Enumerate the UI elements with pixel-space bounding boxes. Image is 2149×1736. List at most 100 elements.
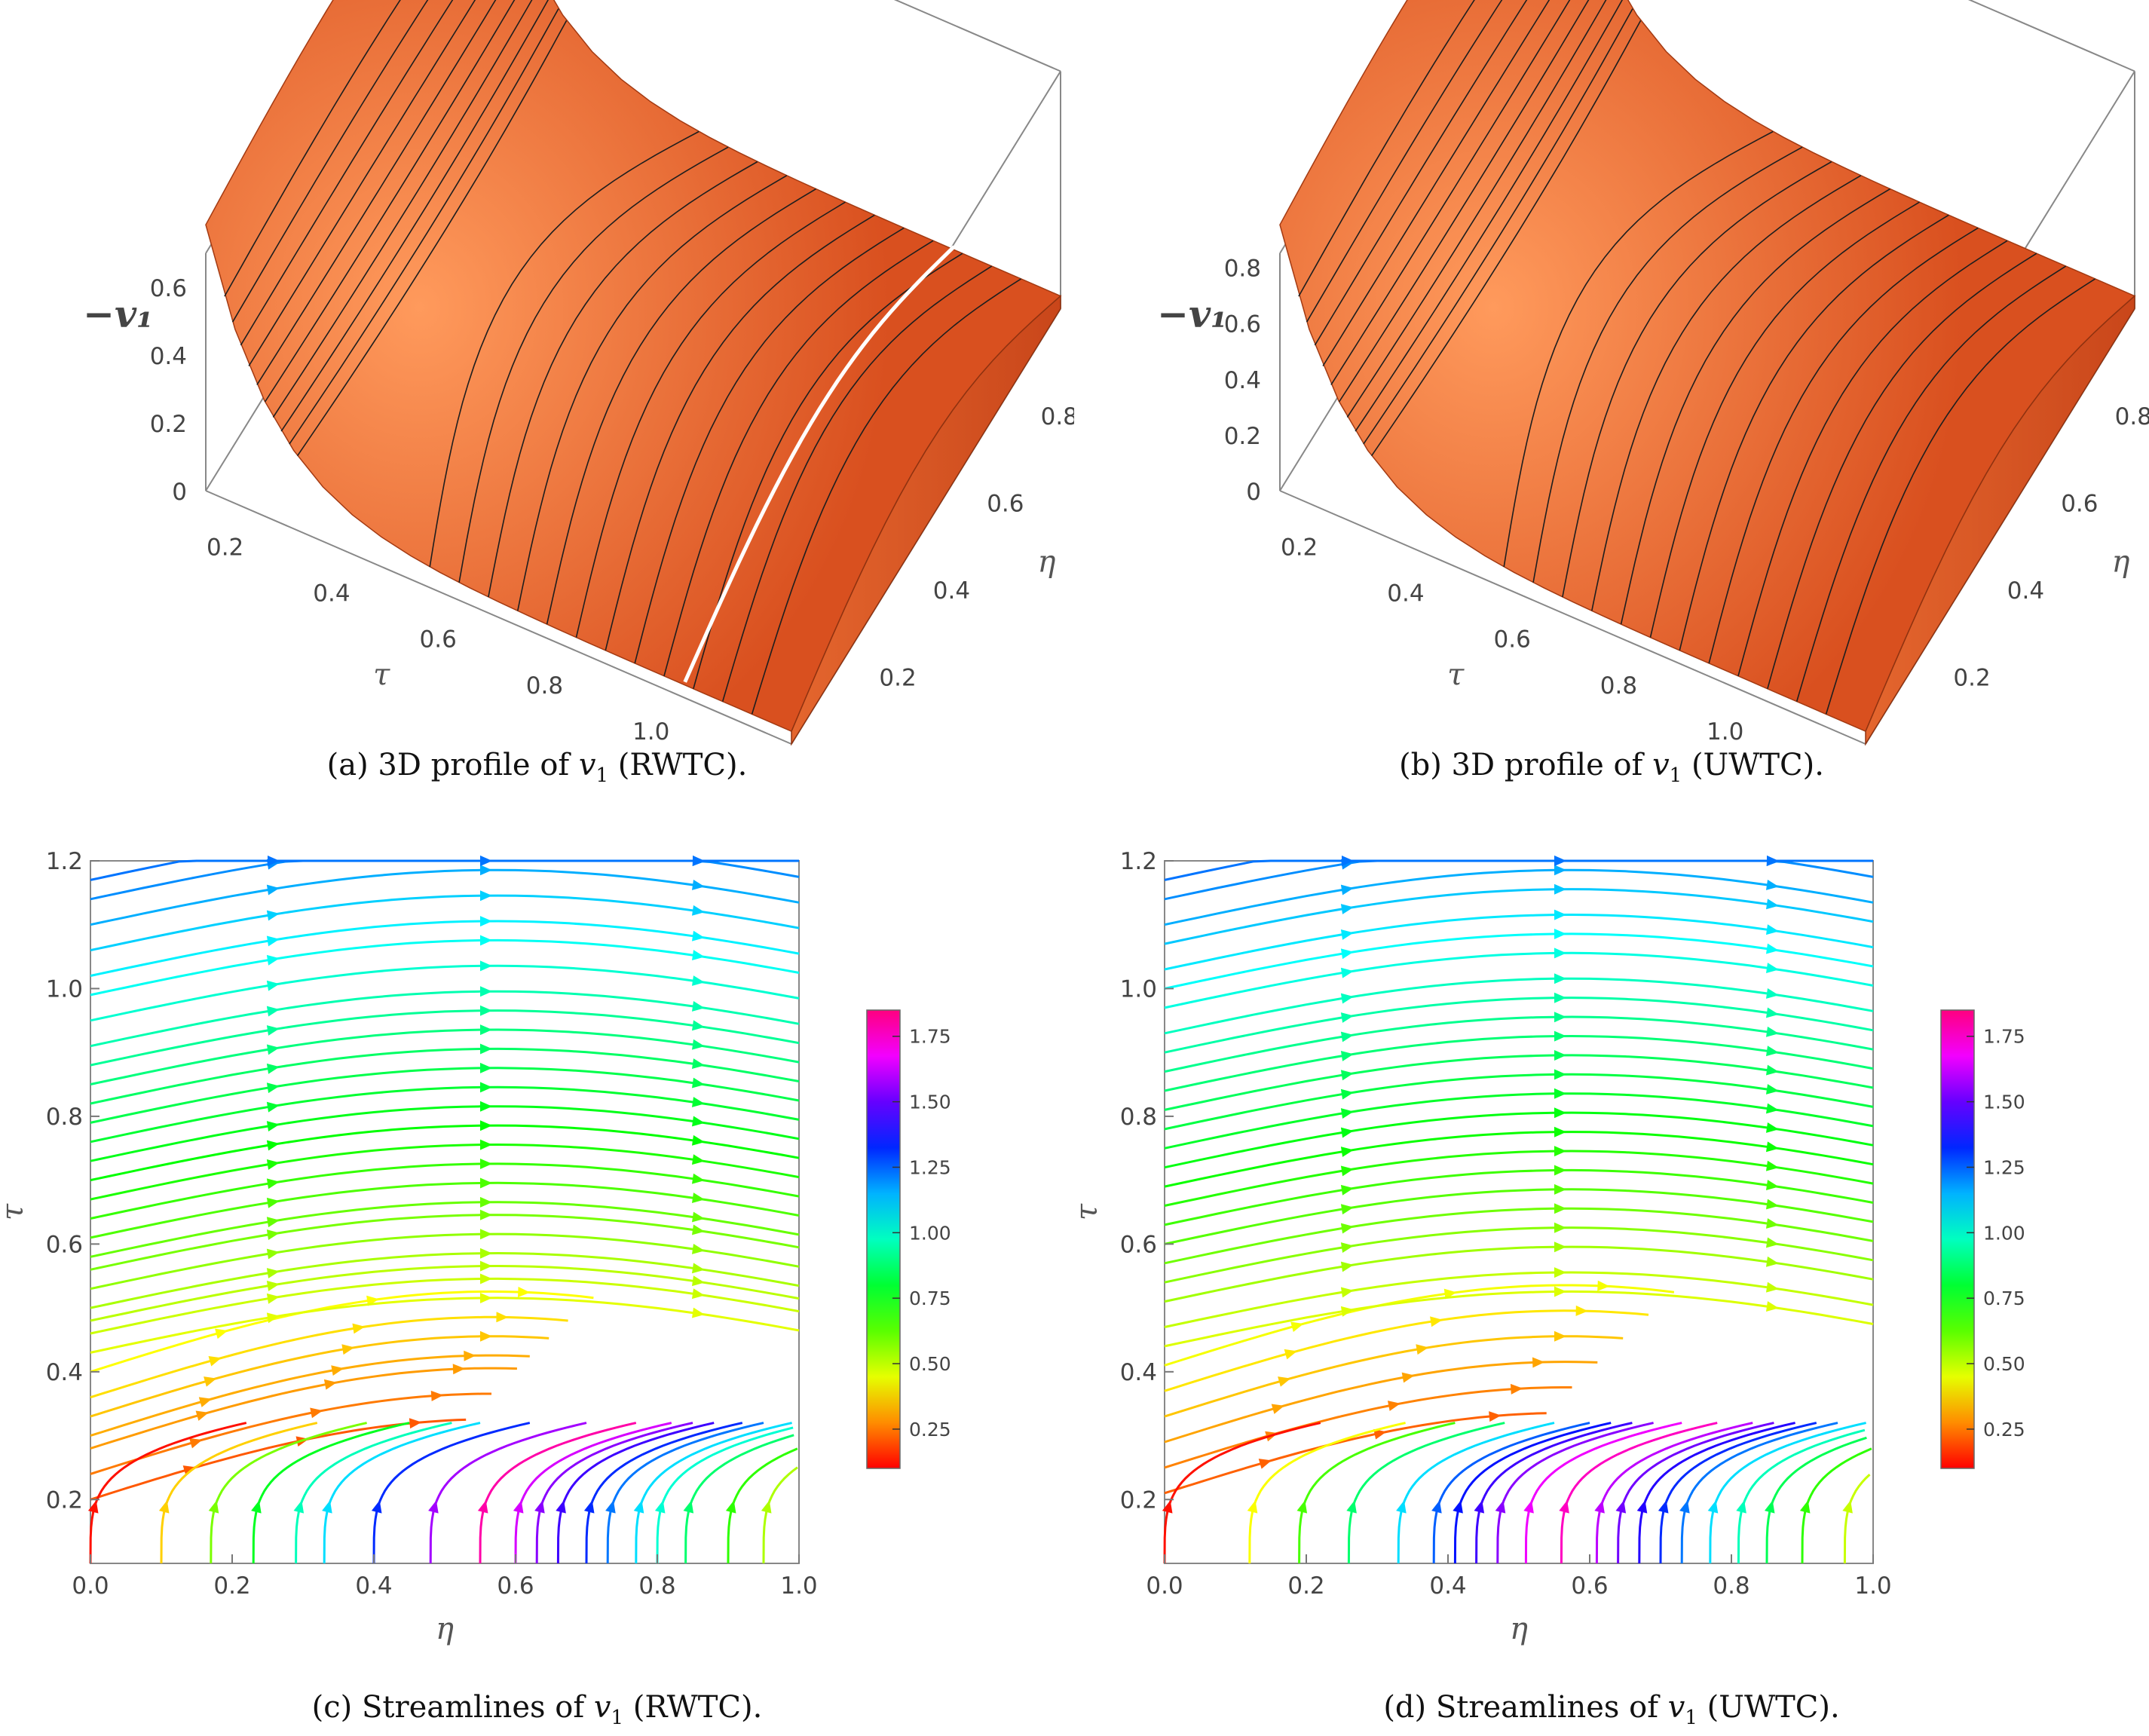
stream-arrow [1765, 1046, 1779, 1057]
streamline [1164, 859, 1873, 881]
stream-arrow [189, 1437, 203, 1449]
colorbar-tick-label: 0.50 [909, 1353, 951, 1375]
stream-arrow [1396, 1500, 1407, 1514]
streamline [1709, 1422, 1866, 1564]
contour-line [1322, 0, 1551, 366]
tau-axis-label: τ [1074, 1203, 1104, 1220]
stream-arrow [1430, 1316, 1443, 1327]
contour-line [264, 0, 516, 403]
surface [205, 0, 1062, 733]
stream-arrow [268, 856, 280, 866]
stream-arrow [1765, 1064, 1779, 1076]
stream-arrow [1554, 1146, 1566, 1157]
stream-arrow [583, 1500, 595, 1514]
stream-arrow [479, 1159, 492, 1169]
contour-lines [1298, 0, 2096, 715]
stream-arrow [1554, 1203, 1566, 1214]
stream-arrow [480, 856, 492, 866]
stream-arrow [1765, 1180, 1779, 1191]
stream-arrow [479, 935, 492, 946]
stream-arrow [1594, 1500, 1605, 1514]
streamline [1638, 1422, 1795, 1564]
caption-b-symbol: v [1652, 748, 1670, 782]
eta-axis-label: η [1038, 544, 1056, 579]
streamline [1164, 1150, 1874, 1207]
contour-line [296, 20, 568, 457]
stream-arrow [479, 890, 492, 902]
tau-tick-label: 1.0 [1120, 975, 1157, 1003]
stream-arrow [479, 960, 492, 972]
colorbar-tick-label: 1.25 [1983, 1156, 2025, 1178]
eta-tick-label: 0.6 [2061, 491, 2098, 518]
colorbar-tick-label: 1.00 [1983, 1222, 2025, 1244]
streamline [1164, 1034, 1874, 1092]
caption-a-sub: 1 [595, 764, 609, 787]
streamline [90, 1047, 800, 1105]
stream-arrow [691, 1275, 705, 1287]
streamline [90, 1124, 800, 1182]
stream-arrow [1416, 1344, 1429, 1355]
contour-line [1532, 146, 1803, 583]
stream-arrow [605, 1500, 616, 1514]
surface [1279, 0, 2136, 733]
eta-tick-label: 0.4 [933, 577, 970, 605]
stream-arrow [266, 1101, 280, 1113]
caption-d-symbol: v [1667, 1690, 1685, 1725]
z-tick-label: 0.2 [150, 411, 187, 438]
stream-arrow [1554, 1107, 1566, 1119]
stream-arrow [1258, 1459, 1272, 1469]
stream-arrow [693, 856, 705, 866]
streamline [252, 1422, 410, 1564]
surface-plot-uwtc: 0.20.40.60.81.01.2τ00.20.40.60.81.0η00.2… [1157, 0, 2149, 746]
streamline [90, 1367, 517, 1450]
colorbar-tick-label: 1.75 [1983, 1026, 2025, 1048]
tau-tick-label: 0.6 [46, 1231, 83, 1258]
stream-arrow [479, 1082, 492, 1093]
tau-tick-label: 1.2 [46, 848, 83, 875]
stream-arrow [725, 1500, 736, 1514]
streamline-plot-uwtc: 0.0 0.2 0.4 0.6 0.8 1.0 0.2 0.4 0.6 0.8 1.0 1.2 η τ 0.… [1074, 848, 2025, 1646]
streamline [1843, 1474, 1871, 1564]
stream-arrow [1340, 1165, 1354, 1177]
z-axis-label: −v₁ [83, 292, 153, 336]
tau-tick-label: 1.0 [1707, 718, 1743, 746]
stream-arrow [479, 986, 492, 997]
stream-arrow [1842, 1500, 1853, 1514]
stream-arrow [198, 1397, 213, 1407]
stream-arrow [513, 1500, 524, 1514]
contour-line [1620, 188, 1891, 625]
eta-tick-label: 0.0 [72, 1572, 109, 1600]
streamline [762, 1466, 798, 1564]
stream-arrow [496, 1312, 509, 1323]
stream-arrow [1342, 856, 1354, 866]
stream-arrow [1340, 1108, 1354, 1119]
stream-arrow [1340, 948, 1354, 960]
streamline [90, 1201, 800, 1258]
streamline [90, 1335, 549, 1418]
tau-tick-label: 0.8 [1600, 672, 1637, 700]
streamline [90, 1232, 800, 1291]
stream-arrow [691, 1154, 705, 1165]
stream-arrow [654, 1500, 666, 1514]
stream-arrow [266, 1178, 280, 1189]
stream-arrow [1767, 856, 1779, 866]
eta-tick-label: 0.8 [2115, 403, 2149, 430]
contour-line [1355, 0, 1623, 432]
streamline [1765, 1436, 1867, 1564]
stream-arrow [1453, 1500, 1463, 1514]
stream-arrow [1554, 1286, 1566, 1297]
tau-tick-label: 0.2 [46, 1486, 83, 1514]
stream-arrow [479, 916, 492, 927]
streamline [90, 1143, 800, 1201]
streamline [1164, 977, 1874, 1035]
contour-line [605, 214, 875, 651]
stream-arrow [1340, 884, 1354, 896]
stream-arrow [1554, 973, 1566, 984]
caption-b: (b) 3D profile of v1 (UWTC). [1074, 748, 2149, 787]
stream-arrow [322, 1500, 332, 1514]
streamline [90, 1105, 800, 1162]
stream-arrow [266, 1293, 280, 1304]
colorbar-tick-label: 0.25 [1983, 1419, 2025, 1441]
stream-arrow [266, 1063, 280, 1074]
stream-arrow [1554, 1183, 1566, 1195]
